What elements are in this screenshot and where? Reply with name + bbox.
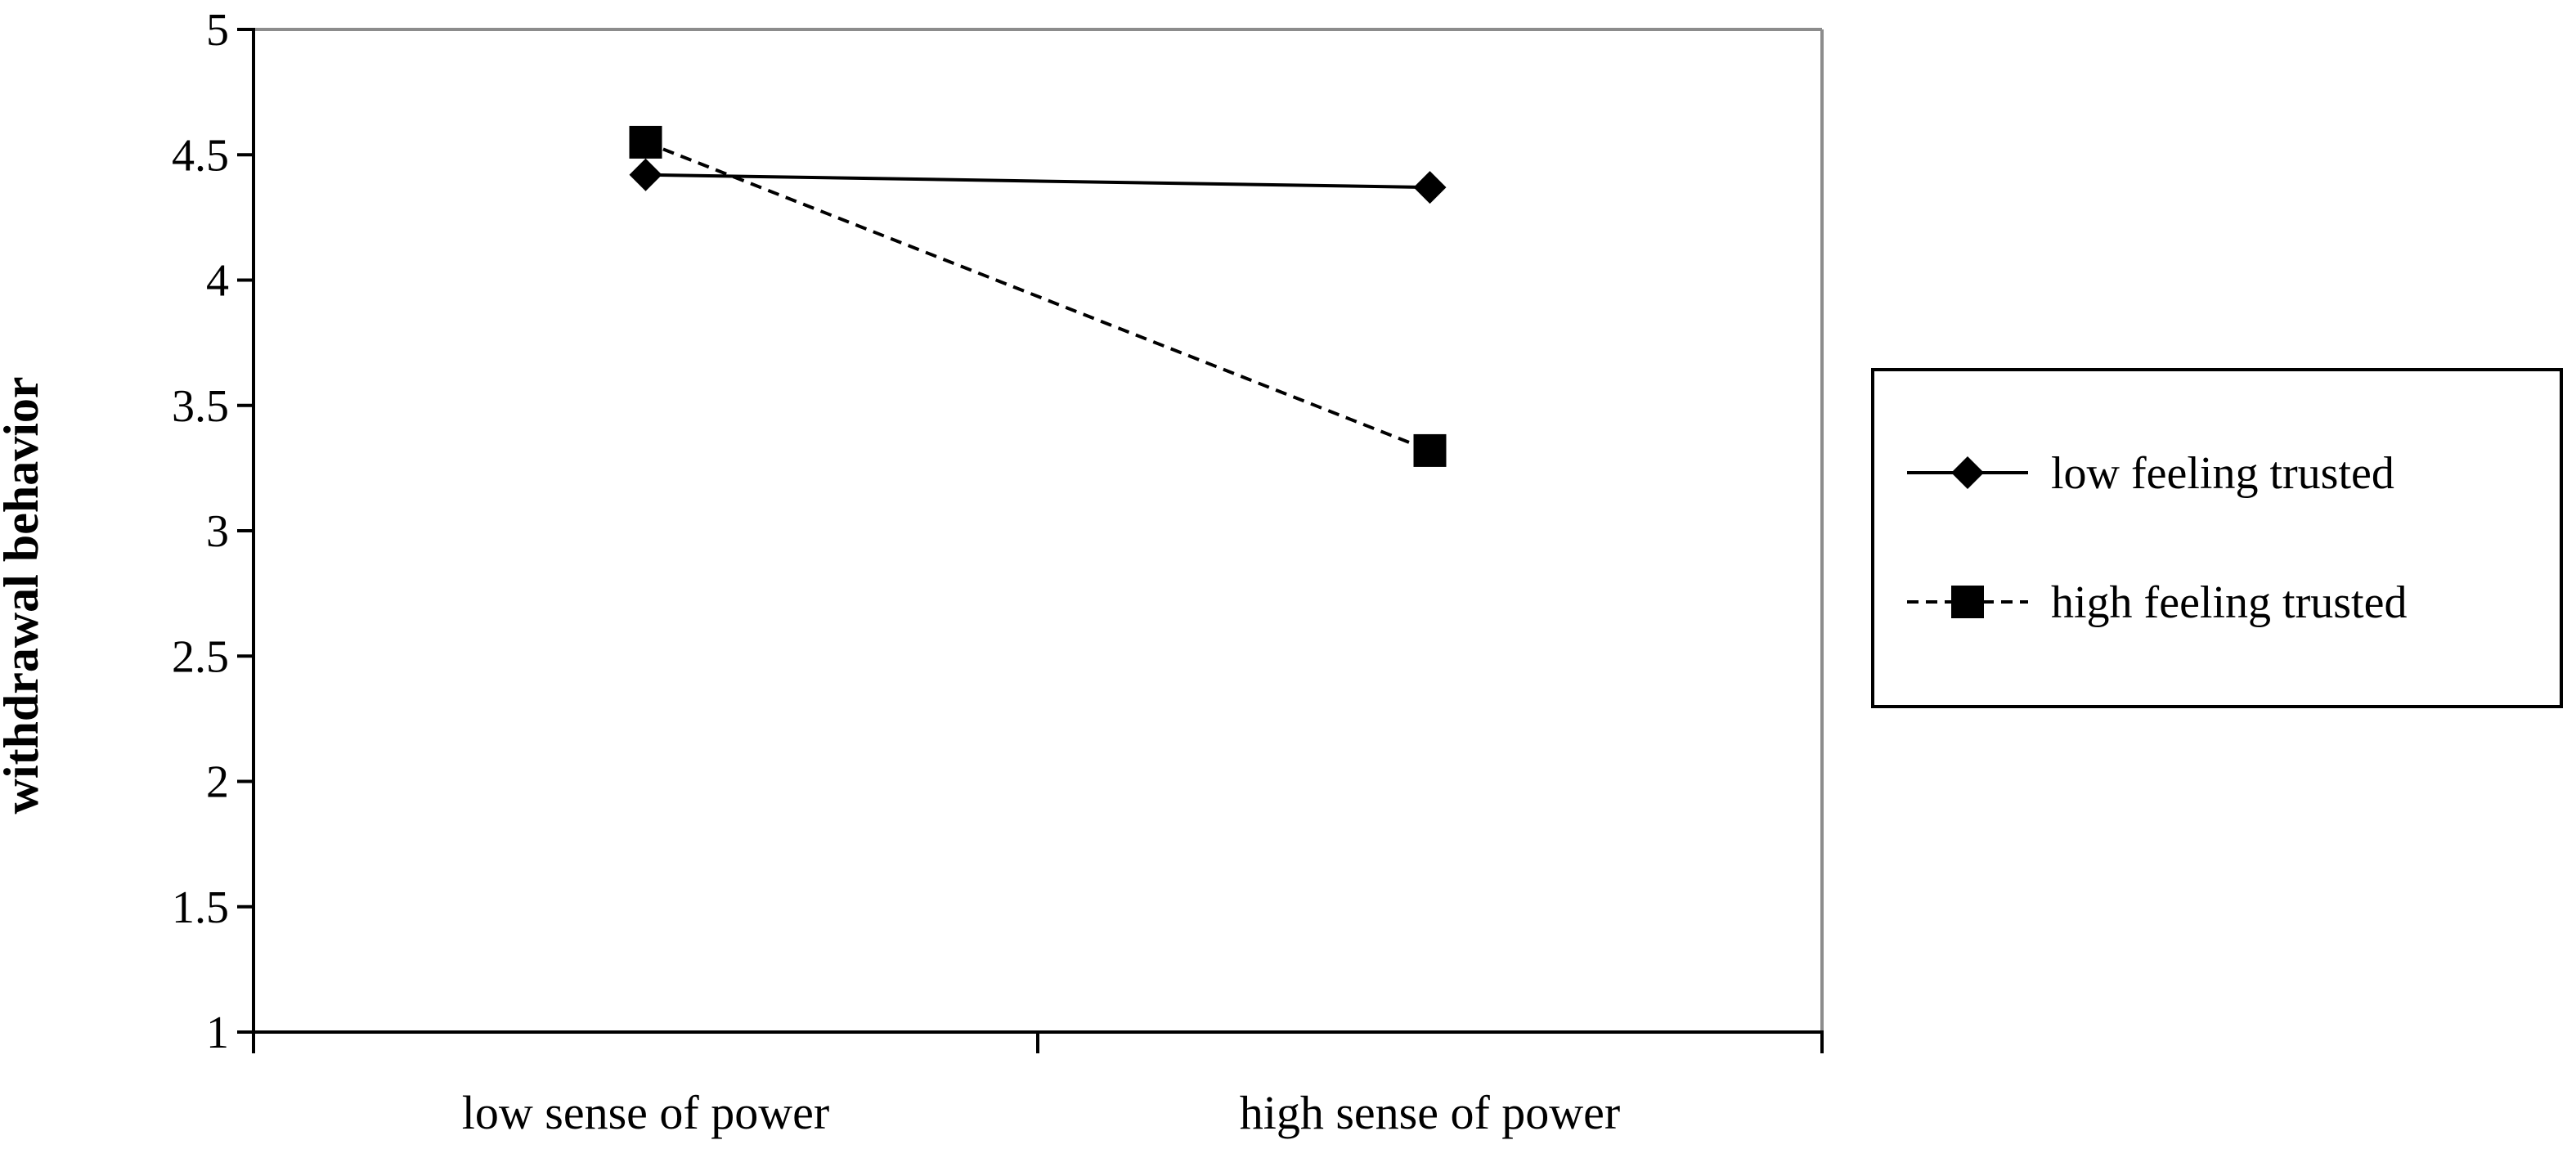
series-layer [629,125,1447,467]
legend-marker [1951,586,1984,618]
legend: low feeling trusted high feeling trusted [1871,368,2563,708]
y-tick-label: 2.5 [172,631,229,682]
legend-box [1871,368,2563,708]
y-tick-label: 5 [206,5,229,56]
x-axis-ticks: low sense of power high sense of power [252,1032,1824,1139]
y-tick-label: 3 [206,506,229,557]
series-line [644,141,1431,452]
series-line [645,173,1430,190]
y-axis-ticks: 1 1.5 2 2.5 3 3.5 4 4.5 5 [172,5,254,1058]
x-category-label: low sense of power [462,1086,829,1139]
y-tick-label: 4.5 [172,130,229,181]
x-category-label: high sense of power [1240,1086,1621,1139]
y-axis-title: withdrawal behavior [0,376,48,814]
y-tick-label: 2 [206,757,229,808]
data-point [1413,171,1447,204]
data-point [1413,433,1447,467]
legend-items: low feeling trusted high feeling trusted [1907,448,2407,628]
legend-label: low feeling trusted [2051,448,2394,499]
y-tick-label: 1 [206,1008,229,1058]
data-point [629,158,662,191]
y-tick-label: 4 [206,256,229,307]
data-point [629,125,662,159]
y-tick-label: 1.5 [172,882,229,933]
legend-label: high feeling trusted [2051,577,2407,628]
legend-marker [1951,456,1984,489]
y-tick-label: 3.5 [172,381,229,432]
